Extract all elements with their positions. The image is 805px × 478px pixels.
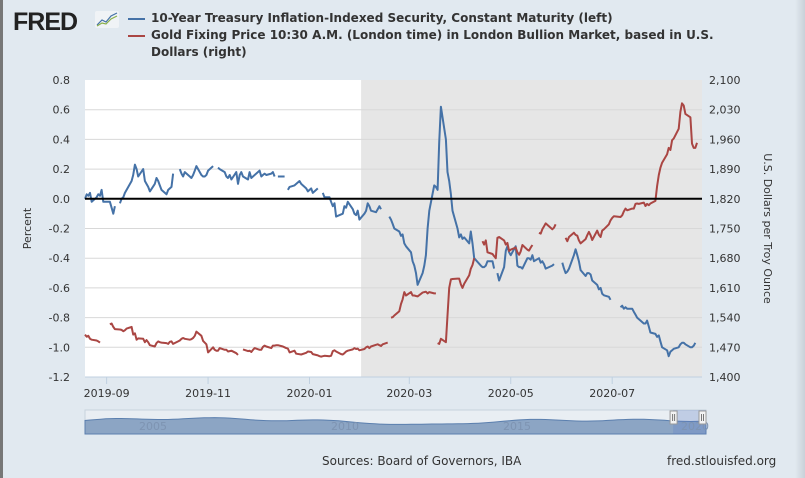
series-line-gold bbox=[109, 322, 239, 356]
y-tick-label-left: -0.6 bbox=[49, 282, 70, 295]
series-line-tips bbox=[217, 166, 276, 185]
chart-line-icon bbox=[95, 11, 119, 28]
y-tick-label-right: 1,820 bbox=[709, 193, 741, 206]
chart-legend: 10-Year Treasury Inflation-Indexed Secur… bbox=[128, 10, 721, 61]
y-tick-label-right: 1,890 bbox=[709, 163, 741, 176]
site-link[interactable]: fred.stlouisfed.org bbox=[667, 454, 777, 468]
series-line-gold bbox=[390, 290, 436, 319]
y-tick-label-left: -1.0 bbox=[49, 341, 70, 354]
y-tick-label-left: 0.4 bbox=[53, 133, 71, 146]
y-tick-label-right: 1,750 bbox=[709, 223, 741, 236]
y-tick-label-right: 2,100 bbox=[709, 74, 741, 87]
navigator-year-label: 2005 bbox=[139, 420, 167, 433]
x-tick-label: 2019-11 bbox=[185, 387, 231, 400]
navigator-year-label: 2010 bbox=[331, 420, 359, 433]
y-tick-label-right: 2,030 bbox=[709, 104, 741, 117]
series-line-tips bbox=[178, 165, 214, 179]
legend-item-gold[interactable]: Gold Fixing Price 10:30 A.M. (London tim… bbox=[128, 27, 721, 61]
y-tick-label-left: -0.4 bbox=[49, 252, 70, 265]
navigator-year-label: 2015 bbox=[503, 420, 531, 433]
series-line-tips bbox=[496, 245, 555, 282]
series-line-gold bbox=[437, 257, 476, 345]
y-tick-label-right: 1,470 bbox=[709, 341, 741, 354]
window-shadow bbox=[795, 0, 805, 478]
sources-text: Sources: Board of Governors, IBA bbox=[322, 454, 522, 468]
series-line-gold bbox=[564, 102, 698, 245]
navigator-area bbox=[84, 417, 707, 435]
series-line-gold bbox=[84, 333, 101, 344]
series-line-tips bbox=[321, 192, 382, 221]
fred-logo[interactable]: FRED bbox=[13, 8, 78, 36]
series-line-tips bbox=[84, 188, 116, 215]
series-line-gold bbox=[481, 236, 534, 260]
y-tick-label-left: -1.2 bbox=[49, 371, 70, 384]
y-tick-label-right: 1,540 bbox=[709, 312, 741, 325]
y-tick-label-left: 0.8 bbox=[53, 74, 71, 87]
y-tick-label-left: 0.2 bbox=[53, 163, 71, 176]
series-line-tips bbox=[619, 304, 697, 358]
y-tick-label-left: -0.8 bbox=[49, 312, 70, 325]
x-tick-label: 2020-07 bbox=[589, 387, 635, 400]
y-tick-label-right: 1,680 bbox=[709, 252, 741, 265]
legend-label-gold: Gold Fixing Price 10:30 A.M. (London tim… bbox=[151, 28, 714, 59]
y-tick-label-left: 0.0 bbox=[53, 193, 71, 206]
x-tick-label: 2019-09 bbox=[84, 387, 130, 400]
x-tick-label: 2020-01 bbox=[287, 387, 333, 400]
navigator-handle-left[interactable] bbox=[669, 410, 678, 425]
y-tick-label-right: 1,610 bbox=[709, 282, 741, 295]
y-axis-title-left: Percent bbox=[21, 207, 34, 249]
series-line-tips bbox=[287, 180, 319, 194]
series-line-gold bbox=[242, 341, 389, 358]
series-line-tips bbox=[118, 163, 175, 204]
series-line-tips bbox=[388, 105, 496, 286]
x-tick-label: 2020-03 bbox=[386, 387, 432, 400]
x-tick-label: 2020-05 bbox=[488, 387, 534, 400]
navigator-handle-right[interactable] bbox=[698, 410, 707, 425]
y-tick-label-left: 0.6 bbox=[53, 104, 71, 117]
legend-swatch-red bbox=[128, 35, 145, 37]
window-border bbox=[0, 0, 3, 478]
series-line-gold bbox=[538, 222, 557, 235]
legend-swatch-blue bbox=[128, 18, 145, 20]
legend-item-tips[interactable]: 10-Year Treasury Inflation-Indexed Secur… bbox=[128, 10, 721, 27]
y-tick-label-right: 1,960 bbox=[709, 133, 741, 146]
y-axis-title-right: U.S. Dollars per Troy Ounce bbox=[761, 153, 774, 304]
y-tick-label-right: 1,400 bbox=[709, 371, 741, 384]
legend-label-tips: 10-Year Treasury Inflation-Indexed Secur… bbox=[151, 11, 613, 25]
y-tick-label-left: -0.2 bbox=[49, 223, 70, 236]
series-line-tips bbox=[561, 248, 612, 301]
